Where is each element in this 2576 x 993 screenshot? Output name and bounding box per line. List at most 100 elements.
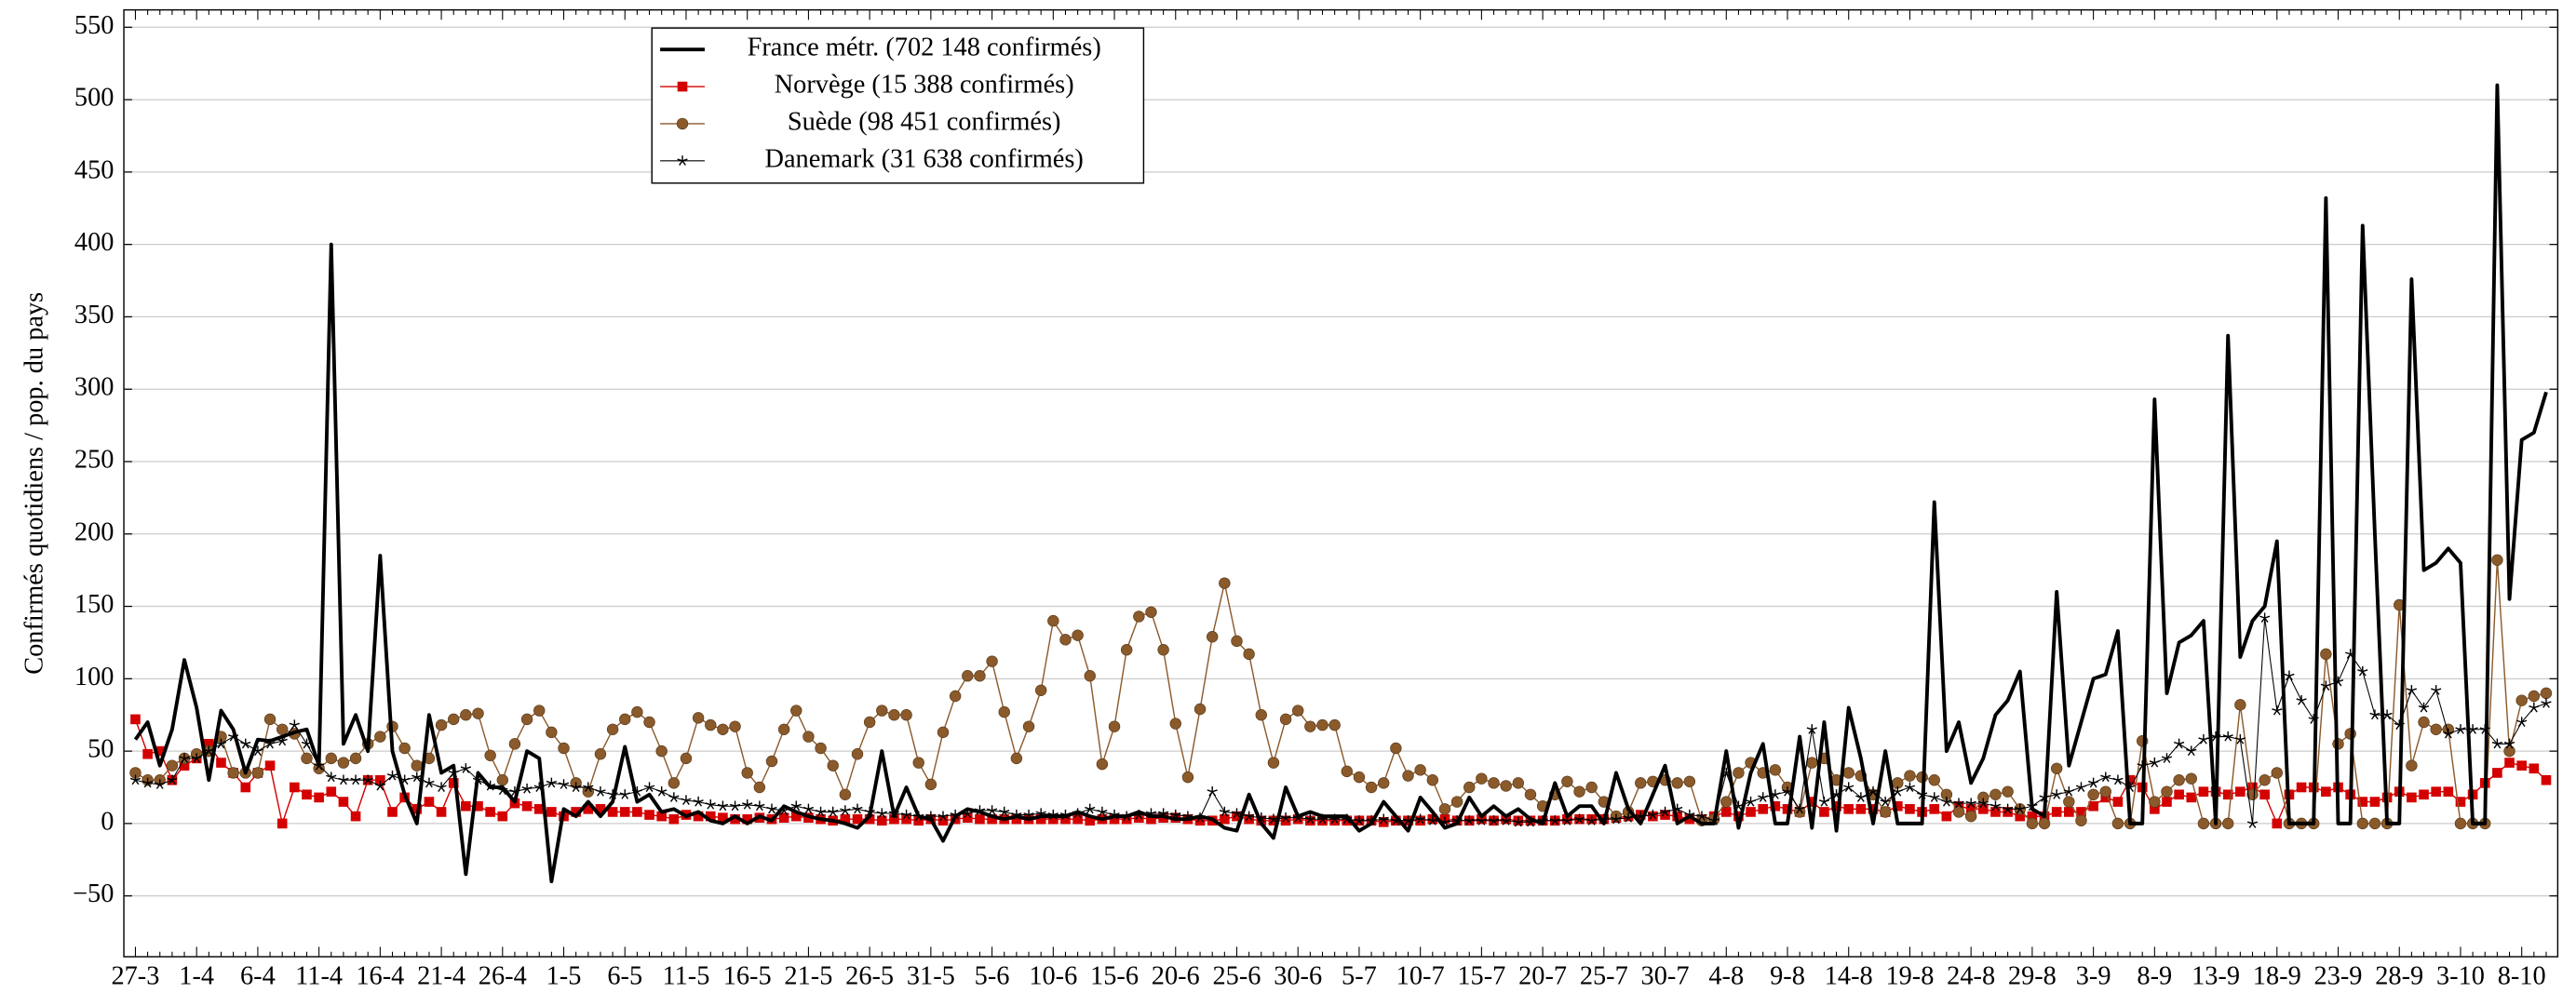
x-tick-label: 8-10 [2498, 962, 2546, 991]
marker [521, 800, 533, 812]
marker [216, 758, 226, 768]
marker [1047, 614, 1059, 627]
marker [1268, 813, 1279, 825]
x-tick-label: 6-5 [607, 962, 642, 991]
marker [436, 782, 447, 793]
x-tick-label: 10-6 [1029, 962, 1077, 991]
marker [1843, 804, 1854, 814]
marker [2198, 733, 2209, 745]
marker [1231, 808, 1243, 819]
marker [1745, 796, 1757, 807]
marker [2503, 738, 2515, 749]
marker [1782, 804, 1793, 814]
marker [594, 748, 607, 760]
marker [350, 811, 361, 822]
marker [1072, 813, 1083, 825]
marker [1096, 758, 1109, 771]
x-tick-label: 27-3 [111, 962, 159, 991]
marker [424, 797, 435, 807]
marker [2541, 774, 2552, 785]
marker [851, 748, 864, 760]
marker [2369, 709, 2380, 720]
x-tick-label: 13-9 [2192, 962, 2240, 991]
marker [251, 767, 264, 779]
marker [2234, 699, 2246, 711]
marker [2100, 792, 2111, 803]
marker [2015, 811, 2026, 822]
marker [1855, 792, 1867, 802]
marker [2064, 807, 2074, 817]
marker [1952, 806, 1965, 818]
x-tick-label: 4-8 [1708, 962, 1744, 991]
legend: France métr. (702 148 confirmés) Norvège … [651, 27, 1145, 184]
marker [900, 709, 912, 721]
marker [1758, 804, 1769, 814]
marker [314, 792, 324, 803]
marker [2540, 687, 2553, 700]
marker [2271, 767, 2283, 779]
marker [276, 818, 288, 829]
marker [1120, 644, 1133, 656]
marker [1549, 815, 1560, 825]
marker [1378, 777, 1390, 789]
marker [937, 726, 950, 739]
marker [1146, 813, 1156, 825]
marker [2491, 738, 2503, 749]
marker [2174, 738, 2185, 749]
marker [1892, 785, 1903, 797]
marker [754, 800, 765, 812]
marker [338, 797, 349, 807]
marker [399, 774, 411, 785]
x-tick-label: 11-5 [663, 962, 710, 991]
marker [227, 767, 239, 779]
marker [913, 815, 924, 826]
marker [1842, 767, 1854, 779]
marker [2063, 796, 2075, 808]
marker [1524, 788, 1537, 800]
marker [2454, 817, 2467, 830]
marker [631, 785, 643, 797]
marker [1244, 813, 1254, 825]
marker [717, 800, 729, 812]
marker [2003, 807, 2013, 817]
marker [1072, 629, 1084, 641]
marker [1316, 718, 1328, 731]
marker [1415, 813, 1426, 825]
marker [1194, 815, 1206, 826]
y-tick-label: 200 [74, 517, 115, 546]
marker [215, 738, 227, 749]
marker [1463, 815, 1475, 825]
marker [962, 812, 973, 823]
y-tick-label: 350 [74, 301, 115, 329]
marker [2284, 670, 2295, 681]
marker [1806, 724, 1817, 734]
marker [1255, 709, 1267, 721]
marker [497, 811, 508, 822]
marker [448, 778, 459, 788]
marker [129, 774, 142, 785]
marker [631, 705, 643, 718]
x-tick-label: 30-7 [1641, 962, 1690, 991]
marker [1843, 782, 1854, 793]
x-tick-label: 19-8 [1885, 962, 1934, 991]
marker [1170, 809, 1181, 820]
marker [1243, 648, 1255, 661]
marker [204, 739, 214, 749]
marker [693, 796, 704, 807]
marker [2356, 817, 2369, 830]
marker [2491, 554, 2503, 566]
x-tick-label: 3-9 [2076, 962, 2111, 991]
marker [1904, 782, 1916, 793]
marker [1635, 777, 1647, 789]
marker [1207, 785, 1218, 797]
marker [1415, 815, 1425, 826]
marker [2430, 723, 2442, 735]
marker [1586, 815, 1598, 825]
marker [1929, 804, 1940, 814]
marker [472, 707, 484, 719]
series-line [135, 559, 2547, 825]
series-line [133, 83, 2548, 884]
marker [2368, 817, 2381, 830]
x-tick-label: 20-7 [1518, 962, 1567, 991]
marker [1084, 670, 1096, 682]
